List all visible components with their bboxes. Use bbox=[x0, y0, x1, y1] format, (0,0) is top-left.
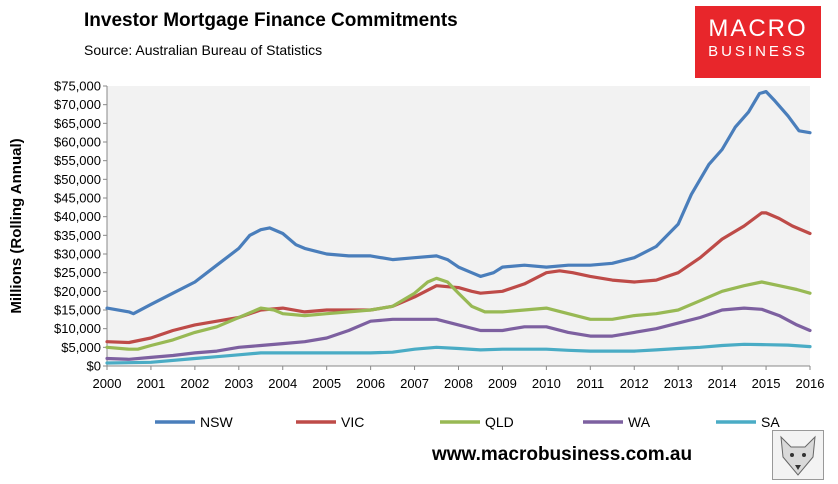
series-line-qld bbox=[105, 276, 812, 351]
logo-line-2: BUSINESS bbox=[708, 43, 808, 60]
x-tick-label: 2000 bbox=[93, 376, 122, 391]
website-url: www.macrobusiness.com.au bbox=[432, 444, 693, 465]
x-tick-label: 2014 bbox=[708, 376, 737, 391]
x-tick-label: 2006 bbox=[356, 376, 385, 391]
y-tick-label: $60,000 bbox=[54, 135, 101, 150]
logo-line-1: MACRO bbox=[708, 15, 808, 42]
x-tick-label: 2001 bbox=[136, 376, 165, 391]
x-tick-label: 2011 bbox=[576, 376, 604, 391]
y-axis-label: Millions (Rolling Annual) bbox=[8, 138, 25, 313]
x-tick-label: 2010 bbox=[532, 376, 561, 391]
y-tick-label: $10,000 bbox=[54, 321, 101, 336]
legend-label-qld: QLD bbox=[485, 414, 514, 430]
y-tick-label: $25,000 bbox=[54, 265, 101, 280]
series-line-sa bbox=[105, 342, 812, 365]
y-tick-label: $55,000 bbox=[54, 153, 101, 168]
y-tick-label: $30,000 bbox=[54, 247, 101, 262]
legend-label-nsw: NSW bbox=[200, 414, 233, 430]
x-tick-label: 2013 bbox=[664, 376, 693, 391]
x-tick-label: 2009 bbox=[488, 376, 517, 391]
y-tick-label: $35,000 bbox=[54, 228, 101, 243]
x-tick-label: 2012 bbox=[620, 376, 649, 391]
series-line-nsw bbox=[105, 90, 812, 316]
y-tick-label: $40,000 bbox=[54, 209, 101, 224]
x-tick-label: 2015 bbox=[752, 376, 781, 391]
legend-label-vic: VIC bbox=[341, 414, 364, 430]
x-tick-label: 2004 bbox=[268, 376, 297, 391]
legend-label-sa: SA bbox=[761, 414, 780, 430]
y-tick-label: $50,000 bbox=[54, 172, 101, 187]
x-tick-label: 2005 bbox=[312, 376, 341, 391]
legend-label-wa: WA bbox=[628, 414, 651, 430]
y-tick-label: $0 bbox=[87, 359, 101, 374]
chart-subtitle: Source: Australian Bureau of Statistics bbox=[84, 42, 323, 58]
y-tick-label: $70,000 bbox=[54, 97, 101, 112]
x-tick-label: 2007 bbox=[400, 376, 429, 391]
chart-title: Investor Mortgage Finance Commitments bbox=[84, 10, 458, 31]
macrobusiness-logo: MACRO BUSINESS bbox=[695, 6, 821, 78]
y-tick-label: $20,000 bbox=[54, 284, 101, 299]
fox-mascot-icon bbox=[772, 430, 824, 480]
y-tick-label: $65,000 bbox=[54, 116, 101, 131]
y-tick-label: $75,000 bbox=[54, 79, 101, 94]
series-line-wa bbox=[105, 306, 812, 361]
x-tick-label: 2008 bbox=[444, 376, 473, 391]
y-tick-label: $15,000 bbox=[54, 303, 101, 318]
y-tick-label: $5,000 bbox=[61, 340, 101, 355]
x-tick-label: 2016 bbox=[796, 376, 825, 391]
x-tick-label: 2002 bbox=[180, 376, 209, 391]
y-tick-label: $45,000 bbox=[54, 191, 101, 206]
x-tick-label: 2003 bbox=[224, 376, 253, 391]
